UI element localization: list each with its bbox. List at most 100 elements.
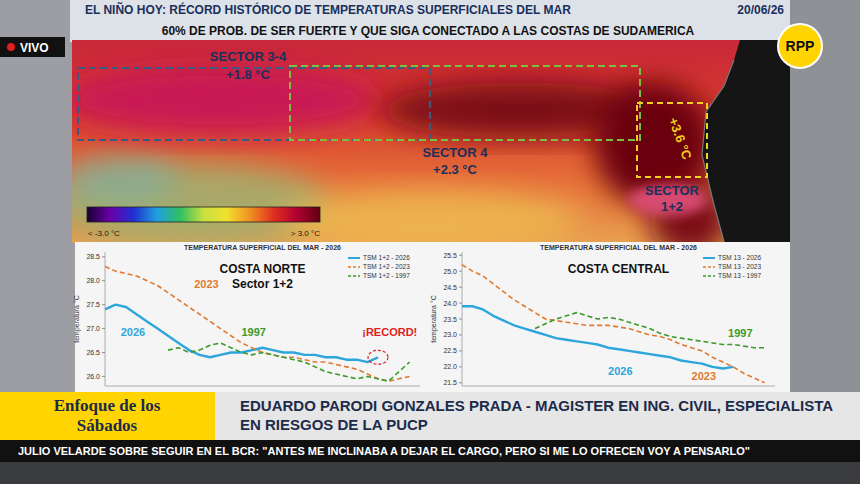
coastline <box>702 60 734 243</box>
y-tick <box>102 304 105 305</box>
text-line: Sábados <box>77 416 138 435</box>
bottom-strip <box>0 462 860 484</box>
annotation: 2026 <box>608 365 632 377</box>
y-tick-label: 22.0 <box>443 363 457 370</box>
legend-entry: TSM 1+2 - 2023 <box>363 263 410 270</box>
sector-label: SECTOR 4 <box>423 145 489 160</box>
ticker-text: JULIO VELARDE SOBRE SEGUIR EN EL BCR: "A… <box>18 445 750 457</box>
y-tick <box>459 382 462 383</box>
y-tick <box>459 334 462 335</box>
legend-entry: TSM 13 - 2026 <box>718 254 761 261</box>
sector-anomaly: +1.8 °C <box>226 67 270 82</box>
chart-title: COSTA CENTRAL <box>568 262 669 276</box>
annotation: 1997 <box>728 327 752 339</box>
y-tick <box>459 287 462 288</box>
sector-box <box>78 68 430 140</box>
background <box>0 0 860 484</box>
legend-entry: TSM 1+2 - 1997 <box>363 272 410 279</box>
logo <box>778 24 822 68</box>
y-tick <box>459 319 462 320</box>
hot-core <box>595 83 715 207</box>
legend-swatch <box>703 266 715 267</box>
legend-entry: TSM 13 - 1997 <box>718 272 761 279</box>
logo-text: RPP <box>786 38 815 54</box>
legend-entry: TSM 1+2 - 2026 <box>363 254 410 261</box>
program-name: Enfoque de losSábados <box>54 396 161 435</box>
series-line <box>535 313 765 348</box>
y-tick <box>102 280 105 281</box>
guest-name: EDUARDO PARODI GONZALES PRADA - MAGISTER… <box>240 397 833 433</box>
colorbar <box>87 207 320 222</box>
ticker-bar <box>0 440 860 462</box>
header-subtitle: 60% DE PROB. DE SER FUERTE Y QUE SIGA CO… <box>162 24 695 38</box>
y-tick <box>459 271 462 272</box>
plot-area <box>105 266 410 381</box>
text-line: SECTOR <box>645 183 700 198</box>
legend-entry: TSM 13 - 2023 <box>718 263 761 270</box>
text-line: Enfoque de los <box>54 396 161 415</box>
legend-swatch <box>348 257 360 259</box>
panel-heading: TEMPERATURA SUPERFICIAL DEL MAR - 2026 <box>540 244 697 251</box>
y-tick-label: 26.0 <box>86 373 100 380</box>
sector-label: SECTOR 3-4 <box>210 49 287 64</box>
y-tick-label: 28.5 <box>86 253 100 260</box>
y-tick-label: 21.5 <box>443 379 457 386</box>
x-axis <box>105 386 420 387</box>
y-tick-label: 25.5 <box>443 252 457 259</box>
land <box>702 40 790 243</box>
annotation: 2023 <box>692 370 716 382</box>
y-tick-label: 26.5 <box>86 349 100 356</box>
legend-swatch <box>703 257 715 259</box>
sector-anomaly: +2.3 °C <box>433 162 477 177</box>
chart-subtitle: Sector 1+2 <box>232 277 293 291</box>
annotation: 2023 <box>194 278 218 290</box>
broadcast-frame: EL NIÑO HOY: RÉCORD HISTÓRICO DE TEMPERA… <box>0 0 860 484</box>
legend-swatch <box>348 275 360 276</box>
plot-area <box>462 265 765 383</box>
colorbar-label: < -3.0 °C <box>88 229 120 238</box>
y-tick <box>102 352 105 353</box>
header-title: EL NIÑO HOY: RÉCORD HISTÓRICO DE TEMPERA… <box>85 2 571 17</box>
y-axis-title: temperatura °C <box>73 295 81 343</box>
annotation: 1997 <box>242 326 266 338</box>
header-date: 20/06/26 <box>737 3 784 17</box>
y-tick <box>102 328 105 329</box>
warm-area <box>280 190 580 243</box>
program-box <box>0 392 215 440</box>
sector-box <box>637 103 707 177</box>
y-tick <box>102 376 105 377</box>
y-tick <box>459 255 462 256</box>
y-tick-label: 24.0 <box>443 300 457 307</box>
line-chart: TEMPERATURA SUPERFICIAL DEL MAR - 2026 21… <box>430 244 775 386</box>
panel-heading: TEMPERATURA SUPERFICIAL DEL MAR - 2026 <box>184 244 341 251</box>
line-chart: TEMPERATURA SUPERFICIAL DEL MAR - 2026 26… <box>73 244 420 386</box>
y-tick <box>459 350 462 351</box>
series-line <box>462 306 733 368</box>
series-line <box>105 305 378 362</box>
y-tick <box>459 366 462 367</box>
y-tick-label: 28.0 <box>86 277 100 284</box>
cool-area <box>72 155 180 205</box>
header-band <box>70 0 790 42</box>
record-circle <box>368 350 388 364</box>
annotation: 2026 <box>121 326 145 338</box>
series-line <box>105 266 410 381</box>
series-line <box>168 343 410 381</box>
text-line: EN RIESGOS DE LA PUCP <box>240 416 428 433</box>
chart-title: COSTA NORTE <box>220 262 306 276</box>
sector-box <box>290 66 640 140</box>
charts-panel <box>75 242 790 392</box>
live-dot <box>7 43 15 51</box>
annotation: ¡RECORD! <box>362 326 417 338</box>
y-tick <box>102 256 105 257</box>
label-ground <box>628 184 708 216</box>
y-tick <box>459 303 462 304</box>
sst-map <box>72 40 790 243</box>
legend-swatch <box>348 266 360 267</box>
hot-band <box>72 66 380 134</box>
y-tick-label: 24.5 <box>443 284 457 291</box>
y-tick-label: 23.5 <box>443 316 457 323</box>
y-tick-label: 27.5 <box>86 301 100 308</box>
live-text: VIVO <box>20 41 49 55</box>
x-axis <box>462 386 775 387</box>
